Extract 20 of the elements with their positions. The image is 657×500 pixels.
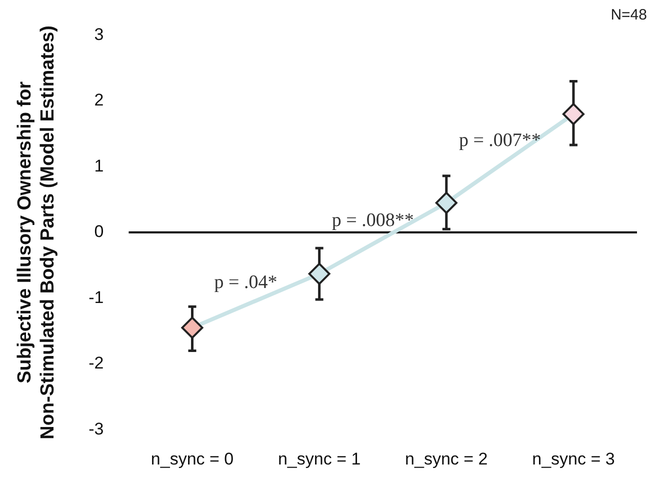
y-tick-label: -2 [88, 354, 104, 373]
y-axis-title: Subjective Illusory Ownership for Non-Stimulated Body Parts (Model Estimates) [14, 25, 58, 440]
x-tick-label: n_sync = 1 [278, 449, 361, 468]
y-tick-label: -3 [88, 419, 104, 438]
point [435, 192, 458, 214]
y-tick-label: -1 [88, 288, 104, 307]
y-tick-label: 2 [94, 90, 104, 110]
point [181, 316, 204, 339]
point [562, 103, 584, 126]
annotation: p = .007** [458, 130, 541, 151]
y-tick-label: 1 [94, 156, 104, 176]
x-tick-label: n_sync = 3 [532, 449, 615, 468]
y-tick-label: 0 [94, 222, 104, 242]
x-tick-label: n_sync = 2 [405, 449, 488, 468]
point [308, 262, 330, 285]
chart-subtitle: N=48 [610, 6, 647, 24]
annotation: p = .008** [332, 210, 414, 231]
y-tick-label: 3 [94, 24, 104, 44]
x-tick-label: n_sync = 0 [150, 449, 234, 468]
annotation: p = .04* [214, 272, 278, 294]
